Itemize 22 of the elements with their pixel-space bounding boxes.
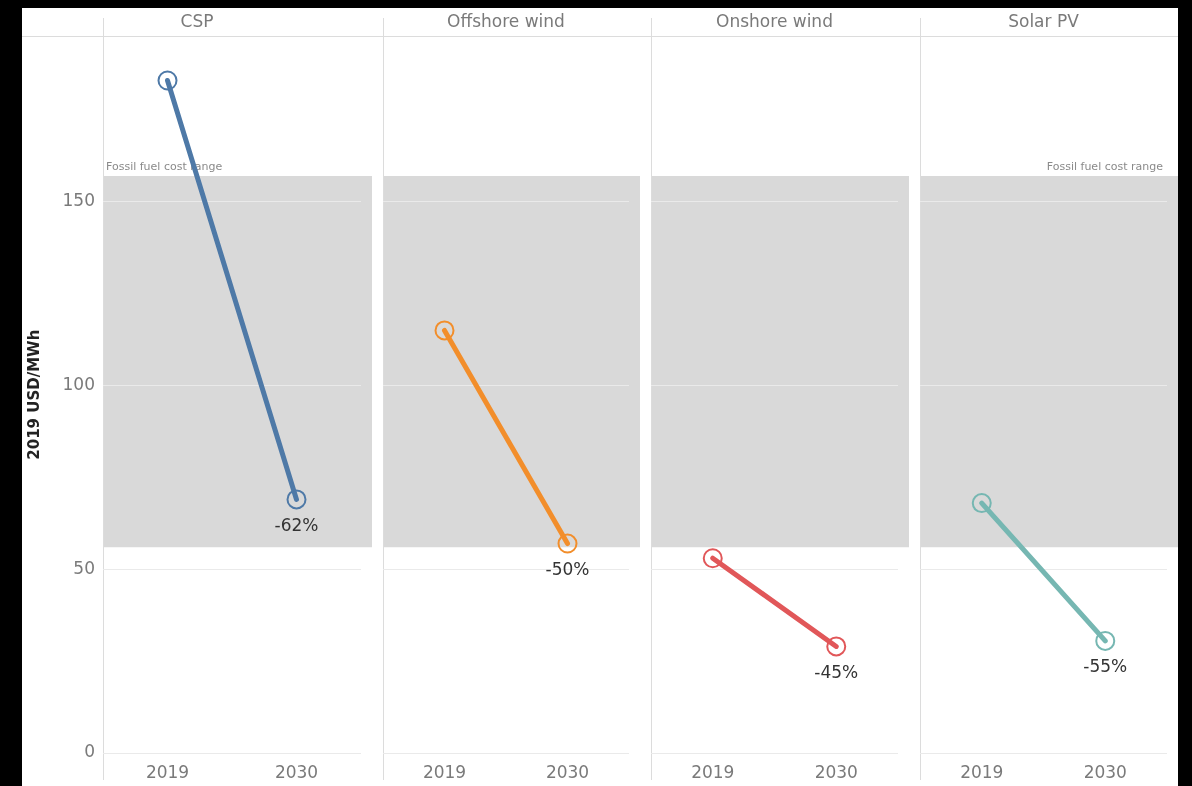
x-tick-label: 2030 <box>545 761 590 782</box>
x-tick-label: 2030 <box>814 761 858 782</box>
x-tick-label: 2019 <box>691 761 735 782</box>
band-label: Fossil fuel cost range <box>1046 160 1164 174</box>
chart-title: Solar PV <box>1008 10 1080 31</box>
annotation: -45% <box>814 661 859 682</box>
y-tick-label: 0 <box>84 741 95 762</box>
annotation: -55% <box>1083 656 1128 677</box>
x-tick-label: 2019 <box>145 761 190 782</box>
y-tick-label: 100 <box>62 373 95 394</box>
x-tick-label: 2019 <box>422 761 467 782</box>
annotation: -50% <box>545 558 590 579</box>
chart-title: Offshore wind <box>447 10 565 31</box>
x-tick-label: 2030 <box>1083 761 1127 782</box>
x-tick-label: 2030 <box>274 761 319 782</box>
annotation: -62% <box>274 514 319 535</box>
y-axis-title: 2019 USD/MWh <box>24 329 43 460</box>
chart-title: CSP <box>180 10 214 31</box>
chart-title: Onshore wind <box>716 10 833 31</box>
y-tick-label: 50 <box>73 557 95 578</box>
y-tick-label: 150 <box>62 190 95 211</box>
x-tick-label: 2019 <box>960 761 1004 782</box>
